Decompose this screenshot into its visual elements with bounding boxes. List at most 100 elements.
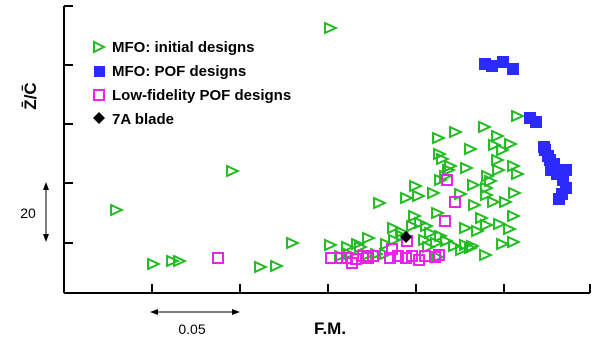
data-point-mfo-initial	[480, 181, 495, 195]
legend-item-mfo-initial: MFO: initial designs	[93, 39, 255, 56]
y-scale-bar: 20	[20, 182, 49, 242]
data-point-mfo-initial	[351, 237, 366, 251]
data-point-mfo-initial	[499, 195, 514, 209]
data-point-mfo-initial	[424, 226, 439, 240]
data-point-mfo-initial	[503, 222, 518, 236]
data-point-mfo-initial	[468, 198, 483, 212]
data-point-mfo-pof	[530, 116, 542, 128]
data-point-mfo-pof	[497, 56, 509, 68]
data-point-mfo-initial	[412, 189, 427, 203]
legend-label-7a-blade: 7A blade	[112, 111, 174, 128]
data-point-mfo-initial	[286, 236, 301, 250]
data-point-mfo-initial	[496, 237, 511, 251]
data-point-7a-blade	[400, 231, 412, 243]
data-point-mfo-initial	[432, 131, 447, 145]
data-point-mfo-initial	[341, 240, 356, 254]
data-point-mfo-initial	[354, 240, 369, 254]
data-point-mfo-initial	[511, 167, 526, 181]
data-point-mfo-initial	[422, 240, 437, 254]
data-point-mfo-initial	[488, 138, 503, 152]
data-point-mfo-initial	[496, 143, 511, 157]
data-point-mfo-initial	[507, 209, 522, 223]
data-point-mfo-pof	[545, 164, 557, 176]
data-point-low-fidelity	[449, 196, 461, 208]
data-point-mfo-initial	[254, 260, 269, 274]
data-point-mfo-initial	[442, 163, 457, 177]
data-point-mfo-initial	[511, 109, 526, 123]
y-scale-label: 20	[20, 205, 36, 221]
data-point-mfo-initial	[362, 231, 377, 245]
data-point-mfo-initial	[270, 259, 285, 273]
data-point-mfo-initial	[471, 224, 486, 238]
data-point-mfo-initial	[464, 142, 479, 156]
data-point-mfo-initial	[491, 153, 506, 167]
data-point-mfo-initial	[492, 163, 507, 177]
x-scale-bar: 0.05	[150, 309, 240, 337]
data-point-mfo-initial	[110, 203, 125, 217]
data-point-low-fidelity	[392, 250, 404, 262]
data-point-mfo-initial	[226, 164, 241, 178]
y-scale-arrowhead-top	[43, 182, 49, 190]
data-point-mfo-initial	[467, 178, 482, 192]
data-point-mfo-initial	[504, 137, 519, 151]
data-point-mfo-initial	[448, 239, 463, 253]
data-point-mfo-initial	[433, 147, 448, 161]
data-point-mfo-initial	[373, 196, 388, 210]
data-point-low-fidelity	[433, 249, 445, 261]
data-point-mfo-pof	[539, 144, 551, 156]
data-point-mfo-initial	[507, 235, 522, 249]
data-point-mfo-initial	[324, 21, 339, 35]
data-point-mfo-initial	[388, 233, 403, 247]
data-point-mfo-initial	[440, 234, 455, 248]
legend-label-low-fidelity: Low-fidelity POF designs	[112, 87, 291, 104]
data-point-mfo-initial	[436, 152, 451, 166]
data-point-low-fidelity	[350, 253, 362, 265]
data-point-low-fidelity	[441, 174, 453, 186]
data-point-mfo-initial	[434, 229, 449, 243]
data-point-mfo-initial	[324, 238, 339, 252]
data-point-mfo-initial	[449, 125, 464, 139]
data-point-mfo-initial	[478, 120, 493, 134]
legend-label-mfo-pof: MFO: POF designs	[112, 63, 246, 80]
data-point-low-fidelity	[212, 252, 224, 264]
data-point-mfo-initial	[418, 233, 433, 247]
data-point-mfo-initial	[484, 174, 499, 188]
legend-item-low-fidelity: Low-fidelity POF designs	[93, 87, 291, 104]
data-point-mfo-initial	[387, 221, 402, 235]
x-scale-arrowhead-right	[232, 309, 240, 315]
data-marks	[110, 21, 572, 274]
legend-marker-diamond	[93, 112, 105, 124]
data-point-mfo-initial	[427, 186, 442, 200]
data-point-mfo-initial	[460, 161, 475, 175]
data-point-mfo-initial	[395, 225, 410, 239]
data-point-mfo-initial	[481, 169, 496, 183]
data-point-mfo-initial	[409, 179, 424, 193]
data-point-mfo-initial	[455, 243, 470, 257]
data-point-mfo-initial	[491, 129, 506, 143]
data-point-mfo-initial	[430, 236, 445, 250]
data-point-mfo-initial	[166, 254, 181, 268]
y-scale-arrowhead-bottom	[43, 234, 49, 242]
data-point-mfo-initial	[487, 195, 502, 209]
data-point-mfo-initial	[414, 216, 429, 230]
data-point-mfo-initial	[147, 257, 162, 271]
data-point-mfo-pof	[507, 63, 519, 75]
data-point-mfo-initial	[431, 206, 446, 220]
legend-marker-triangle	[93, 40, 107, 54]
data-point-mfo-initial	[508, 186, 523, 200]
x-axis-title: F.M.	[314, 319, 346, 338]
data-point-mfo-initial	[480, 188, 495, 202]
y-axis-title: Z̄/C̄	[21, 82, 40, 109]
data-point-mfo-initial	[480, 218, 495, 232]
legend: MFO: initial designs MFO: POF designs Lo…	[93, 39, 291, 128]
data-point-mfo-initial	[507, 159, 522, 173]
data-point-mfo-pof	[560, 164, 572, 176]
legend-marker-square-open	[93, 89, 105, 101]
legend-label-mfo-initial: MFO: initial designs	[112, 39, 255, 56]
legend-marker-square-filled	[94, 66, 105, 77]
data-point-mfo-initial	[464, 241, 479, 255]
data-point-low-fidelity	[367, 250, 379, 262]
data-point-mfo-initial	[479, 248, 494, 262]
data-point-mfo-initial	[406, 219, 421, 233]
